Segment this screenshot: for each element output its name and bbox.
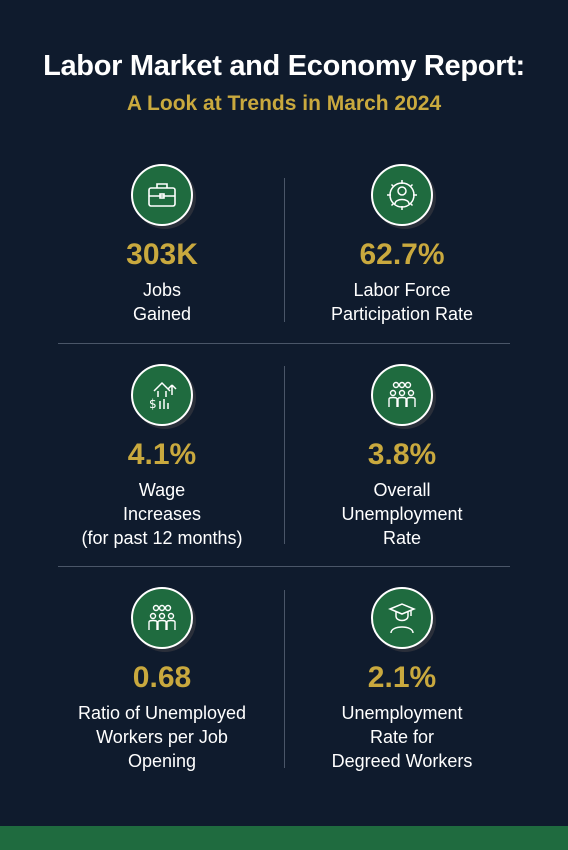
column-divider-row-3 <box>284 590 285 768</box>
stat-label: Overall Unemployment Rate <box>341 480 463 548</box>
report-subtitle: A Look at Trends in March 2024 <box>126 92 442 115</box>
stat-label: Labor Force Participation Rate <box>330 280 474 324</box>
svg-text:$: $ <box>149 397 157 411</box>
column-divider-row-2 <box>284 366 285 544</box>
stat-card-labor-force: 62.7% Labor Force Participation Rate <box>282 164 522 326</box>
stat-label: Unemployment Rate for Degreed Workers <box>331 703 473 771</box>
footer-bar <box>0 826 568 850</box>
wage-increase-icon: $ <box>131 364 193 426</box>
row-divider-1 <box>58 343 510 344</box>
row-divider-2 <box>58 566 510 567</box>
stat-value: 0.68 <box>132 661 192 694</box>
briefcase-icon <box>131 164 193 226</box>
stat-card-overall-unemployment: 3.8% Overall Unemployment Rate <box>282 364 522 550</box>
stat-card-ratio-unemployed: 0.68 Ratio of Unemployed Workers per Job… <box>42 587 282 773</box>
stat-card-wage-increases: $ 4.1% Wage Increases (for past 12 month… <box>42 364 282 550</box>
stat-value: 4.1% <box>127 438 197 471</box>
group-people-icon <box>371 364 433 426</box>
graduate-icon <box>371 587 433 649</box>
stat-value: 3.8% <box>367 438 437 471</box>
group-people-icon <box>131 587 193 649</box>
stat-label: Jobs Gained <box>132 280 192 324</box>
stat-label: Wage Increases (for past 12 months) <box>81 480 243 548</box>
gear-person-icon <box>371 164 433 226</box>
stat-value: 303K <box>126 238 198 271</box>
stat-card-jobs-gained: 303K Jobs Gained <box>42 164 282 326</box>
stat-value: 62.7% <box>359 238 445 271</box>
stat-value: 2.1% <box>367 661 437 694</box>
stat-card-degreed-unemployment: 2.1% Unemployment Rate for Degreed Worke… <box>282 587 522 773</box>
stat-label: Ratio of Unemployed Workers per Job Open… <box>77 703 247 771</box>
column-divider-row-1 <box>284 178 285 322</box>
report-title: Labor Market and Economy Report: <box>43 50 525 82</box>
